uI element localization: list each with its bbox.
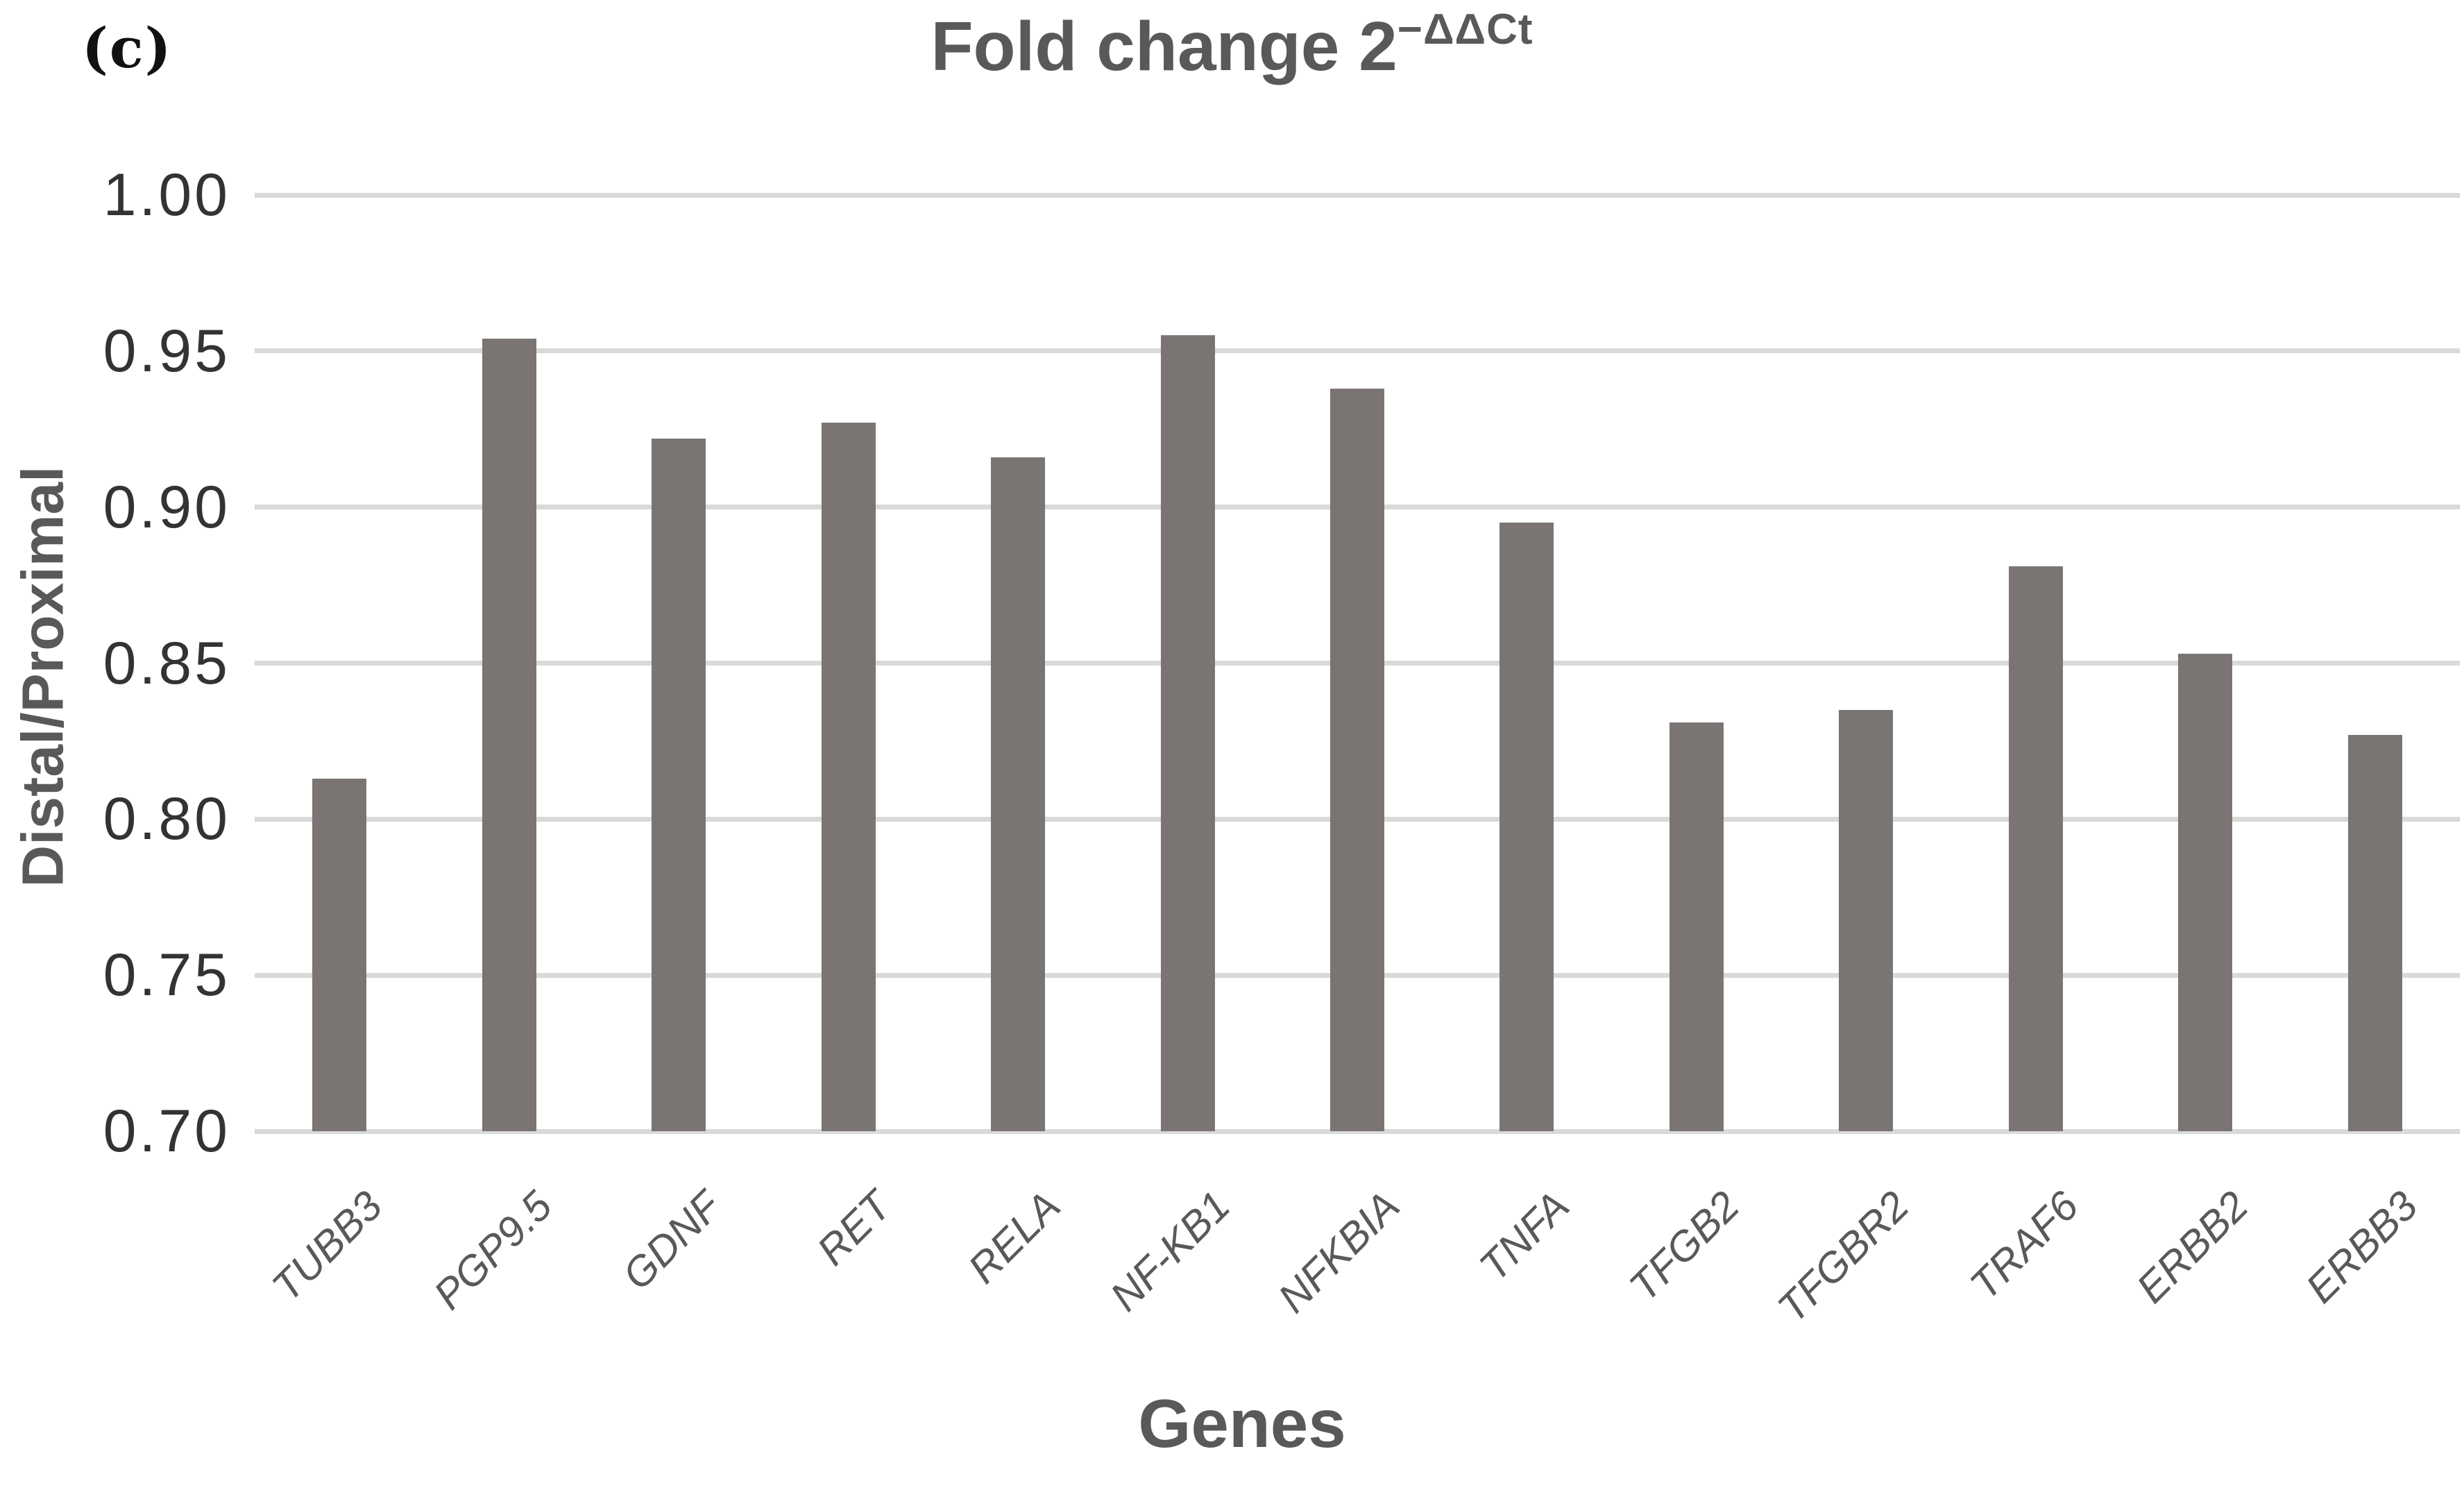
x-tick-label: GDNF	[613, 1182, 731, 1299]
x-tick-label: TFGBR2	[1768, 1182, 1918, 1332]
bar-PGP9.5	[482, 338, 536, 1131]
bar-TUBB3	[312, 778, 367, 1131]
bar-RELA	[991, 457, 1046, 1131]
x-tick-label: RELA	[959, 1182, 1070, 1292]
x-tick-label: PGP9.5	[424, 1182, 561, 1319]
x-tick-label: NFKBIA	[1269, 1182, 1409, 1322]
gridline	[255, 348, 2460, 354]
x-tick-label: ERBB2	[2127, 1182, 2257, 1312]
bar-NFKBIA	[1330, 388, 1384, 1131]
y-tick-label: 0.90	[103, 473, 230, 541]
bar-TFGB2	[1669, 722, 1724, 1131]
x-tick-label: NF-KB1	[1101, 1182, 1239, 1320]
x-tick-label: TFGB2	[1620, 1182, 1748, 1310]
bar-TNFA	[1499, 523, 1554, 1131]
x-tick-label: ERBB3	[2297, 1182, 2427, 1312]
bar-ERBB3	[2347, 734, 2402, 1131]
x-tick-label: TNFA	[1470, 1182, 1579, 1290]
figure-panel-label: (c)	[82, 15, 173, 81]
x-tick-label: RET	[808, 1182, 900, 1274]
x-tick-label: TUBB3	[263, 1182, 391, 1310]
y-tick-label: 0.95	[103, 317, 230, 384]
y-tick-label: 0.85	[103, 629, 230, 697]
y-tick-label: 0.75	[103, 942, 230, 1009]
bar-RET	[821, 423, 876, 1131]
x-axis-title: Genes	[1138, 1385, 1346, 1462]
chart-title: Fold change 2−ΔΔCt	[0, 6, 2464, 87]
bar-TRAF6	[2008, 566, 2063, 1131]
bar-ERBB2	[2178, 654, 2233, 1131]
gridline	[255, 1128, 2460, 1134]
bar-GDNF	[652, 438, 706, 1131]
chart-title-base: Fold change 2	[931, 8, 1397, 85]
chart-title-superscript: −ΔΔCt	[1397, 6, 1533, 53]
x-tick-label: TRAF6	[1961, 1182, 2087, 1309]
gridline	[255, 192, 2460, 198]
bar-NF-KB1	[1160, 335, 1215, 1131]
bar-TFGBR2	[1839, 709, 1894, 1131]
y-tick-label: 0.80	[103, 786, 230, 853]
y-tick-label: 0.70	[103, 1098, 230, 1165]
y-tick-label: 1.00	[103, 162, 230, 228]
